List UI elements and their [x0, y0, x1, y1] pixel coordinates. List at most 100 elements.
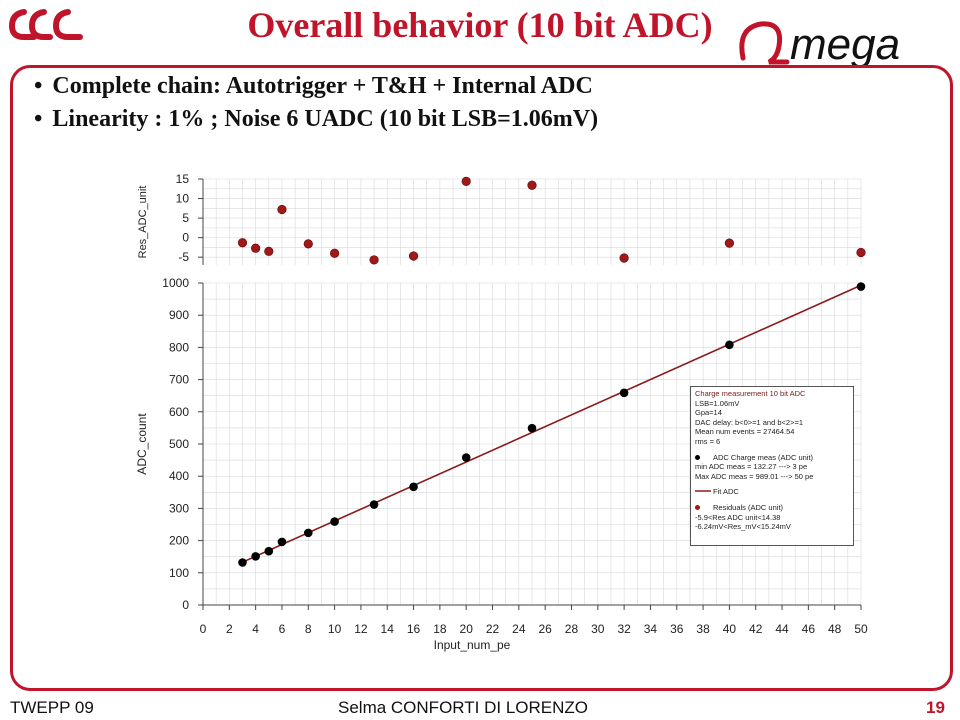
legend-dot-icon — [695, 504, 700, 510]
x-tick-label: 50 — [854, 622, 868, 636]
legend-dot-icon — [695, 454, 700, 460]
footer-conference: TWEPP 09 — [10, 698, 94, 717]
y-tick-label: 800 — [169, 340, 189, 354]
x-tick-label: 38 — [696, 622, 710, 636]
adc-point — [461, 453, 471, 462]
residual-point — [330, 248, 340, 258]
residual-point — [724, 238, 735, 248]
bullet-item: Complete chain: Autotrigger + T&H + Inte… — [34, 70, 598, 103]
adc-point — [856, 282, 866, 291]
residual-point — [303, 239, 313, 249]
y-tick-label: 1000 — [162, 276, 189, 290]
legend-info: LSB=1.06mV — [695, 398, 740, 408]
y-tick-label: 0 — [182, 231, 189, 245]
x-tick-label: 40 — [723, 622, 737, 636]
adc-point — [251, 552, 260, 561]
adc-point — [619, 388, 629, 398]
legend-note: -6.24mV<Res_mV<15.24mV — [695, 522, 791, 532]
x-tick-label: 4 — [252, 622, 259, 636]
y-tick-label: 900 — [169, 308, 189, 322]
x-tick-label: 6 — [279, 622, 286, 636]
y-tick-label: 200 — [169, 534, 189, 548]
x-tick-label: 32 — [617, 622, 631, 636]
residual-point — [527, 180, 537, 190]
adc-point — [330, 517, 339, 526]
residual-point — [408, 251, 419, 261]
bullet-list: Complete chain: Autotrigger + T&H + Inte… — [34, 70, 598, 136]
residual-point — [237, 238, 248, 248]
x-tick-label: 28 — [565, 622, 579, 636]
legend-info: Gpa=14 — [695, 408, 722, 418]
legend-line-icon — [695, 490, 711, 493]
residual-point — [277, 204, 287, 215]
omega-logo-text: mega — [790, 20, 900, 69]
residual-point — [619, 253, 629, 263]
x-tick-label: 34 — [644, 622, 658, 636]
content-frame — [10, 65, 953, 691]
legend-info: DAC delay: b<0>=1 and b<2>=1 — [695, 417, 804, 427]
chart-legend: Charge measurement 10 bit ADC LSB=1.06mV… — [690, 386, 854, 546]
bullet-item: Linearity : 1% ; Noise 6 UADC (10 bit LS… — [34, 103, 598, 136]
y-tick-label: 300 — [169, 501, 189, 515]
x-tick-label: 44 — [775, 622, 789, 636]
legend-note: -5.9<Res ADC unit<14.38 — [695, 512, 781, 522]
legend-entry-label: Residuals (ADC unit) — [713, 502, 784, 512]
y-tick-label: 15 — [176, 172, 190, 186]
adc-point — [409, 482, 418, 492]
x-tick-label: 14 — [381, 622, 395, 636]
residual-y-axis-label: Res_ADC_unit — [137, 186, 149, 259]
adc-point — [527, 423, 537, 433]
y-tick-label: 10 — [176, 192, 190, 206]
x-tick-label: 16 — [407, 622, 421, 636]
residual-point — [369, 255, 379, 265]
lal-logo — [6, 4, 86, 49]
x-tick-label: 30 — [591, 622, 605, 636]
residual-point — [251, 243, 261, 253]
residual-point — [264, 246, 274, 256]
y-tick-label: -5 — [178, 250, 189, 264]
adc-point — [264, 546, 274, 556]
x-tick-label: 42 — [749, 622, 763, 636]
x-tick-label: 48 — [828, 622, 842, 636]
x-tick-label: 20 — [460, 622, 474, 636]
y-tick-label: 500 — [169, 437, 189, 451]
omega-logo: mega — [735, 6, 950, 91]
y-tick-label: 100 — [169, 566, 189, 580]
legend-info: Mean num events = 27464.54 — [695, 427, 795, 437]
page-number: 19 — [926, 698, 945, 717]
x-tick-label: 12 — [354, 622, 368, 636]
y-tick-label: 400 — [169, 469, 189, 483]
adc-point — [725, 340, 734, 350]
fit-line — [242, 284, 862, 563]
x-axis-label: Input_num_pe — [434, 638, 511, 652]
x-tick-label: 26 — [538, 622, 552, 636]
adc-point — [238, 558, 247, 567]
footer-author: Selma CONFORTI DI LORENZO — [338, 698, 588, 717]
legend-note: min ADC meas = 132.27 ---> 3 pe — [695, 462, 808, 472]
x-tick-label: 46 — [802, 622, 816, 636]
slide-title: Overall behavior (10 bit ADC) — [247, 5, 713, 45]
x-tick-label: 22 — [486, 622, 500, 636]
legend-header: Charge measurement 10 bit ADC — [695, 389, 806, 398]
y-tick-label: 600 — [169, 405, 189, 419]
adc-point — [303, 528, 313, 538]
y-tick-label: 0 — [182, 598, 189, 612]
x-tick-label: 2 — [226, 622, 233, 636]
y-tick-label: 700 — [169, 373, 189, 387]
x-tick-label: 8 — [305, 622, 312, 636]
legend-entry-label: Fit ADC — [713, 487, 739, 497]
x-tick-label: 18 — [433, 622, 447, 636]
x-tick-label: 10 — [328, 622, 342, 636]
legend-info: rms = 6 — [695, 436, 721, 446]
residual-point — [856, 247, 866, 258]
x-tick-label: 36 — [670, 622, 684, 636]
main-y-axis-label: ADC_count — [135, 413, 149, 475]
x-tick-label: 24 — [512, 622, 526, 636]
y-tick-label: 5 — [182, 211, 189, 225]
x-tick-label: 0 — [200, 622, 207, 636]
legend-note: Max ADC meas = 989.01 ---> 50 pe — [695, 471, 814, 481]
adc-point — [277, 537, 287, 547]
residual-point — [461, 176, 471, 186]
adc-point — [369, 500, 379, 509]
